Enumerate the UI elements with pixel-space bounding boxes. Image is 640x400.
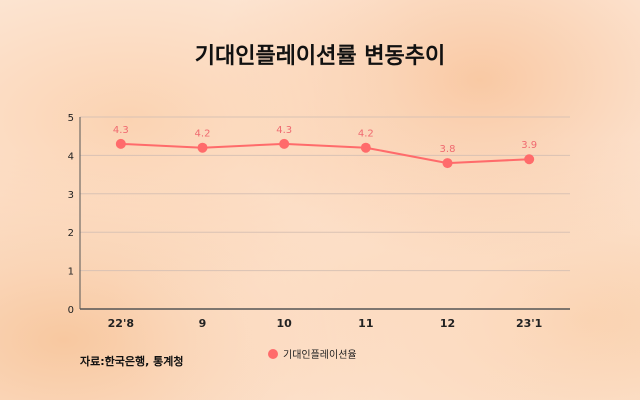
data-label: 4.2: [358, 129, 374, 140]
y-tick-label: 4: [68, 151, 74, 162]
x-tick-label: 11: [358, 317, 373, 330]
data-point: [279, 138, 290, 149]
data-point: [524, 154, 535, 165]
data-label: 4.3: [113, 125, 129, 136]
grid-lines: [80, 116, 570, 272]
y-tick-label: 5: [68, 113, 74, 124]
x-tick-label: 22'8: [108, 317, 134, 330]
legend-label: 기대인플레이션율: [283, 350, 357, 361]
data-point: [360, 142, 371, 153]
data-label: 4.2: [195, 129, 211, 140]
chart-title: 기대인플레이션률 변동추이: [194, 44, 446, 69]
data-point: [115, 138, 126, 149]
x-tick-label: 23'1: [516, 317, 542, 330]
axes: [79, 117, 570, 310]
y-tick-label: 3: [68, 190, 74, 201]
data-label: 3.8: [440, 144, 456, 155]
y-tick-label: 0: [68, 305, 74, 316]
x-tick-label: 10: [277, 317, 293, 330]
data-point: [442, 158, 453, 169]
data-point: [197, 142, 208, 153]
data-label: 3.9: [521, 140, 537, 151]
source-note: 자료:한국은행, 통계청: [80, 355, 184, 368]
legend: 기대인플레이션율: [268, 346, 357, 361]
x-tick-label: 9: [199, 317, 207, 330]
x-tick-label: 12: [440, 317, 455, 330]
series: [115, 138, 535, 169]
legend-marker-icon: [268, 348, 278, 359]
y-tick-label: 2: [68, 228, 74, 239]
series-line: [120, 142, 530, 165]
y-tick-label: 1: [68, 267, 74, 278]
data-label: 4.3: [276, 125, 292, 136]
